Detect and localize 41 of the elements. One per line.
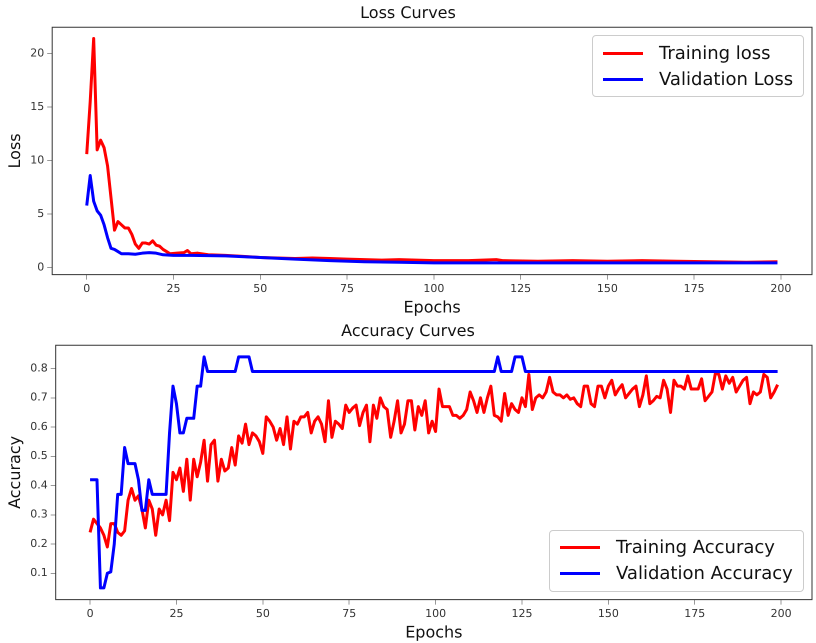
x-tick-label: 75 [342,607,356,620]
y-tick-label: 20 [30,46,44,60]
x-tick-label: 0 [86,607,94,620]
x-tick-label: 75 [340,282,354,296]
y-tick-label: 0.2 [30,536,48,550]
x-tick-label: 200 [770,282,792,296]
x-tick-label: 25 [169,607,184,620]
x-tick-label: 200 [770,607,792,620]
x-tick-label: 25 [166,282,181,296]
x-axis-title: Epochs [403,298,461,317]
x-tick-label: 100 [425,607,446,620]
x-axis-title: Epochs [405,622,463,642]
x-tick-label: 125 [511,607,532,620]
y-tick-label: 5 [37,206,44,220]
y-axis-title: Accuracy [4,436,24,509]
x-tick-label: 150 [596,282,618,296]
x-tick-label: 50 [253,282,268,296]
y-tick-label: 0.4 [30,478,48,492]
x-tick-label: 100 [423,282,444,296]
legend-label: Validation Loss [659,68,794,90]
y-tick-label: 0.6 [30,420,48,433]
x-tick-label: 150 [598,607,619,620]
legend-label: Training loss [659,42,771,64]
y-tick-label: 0.7 [30,390,48,404]
x-tick-label: 0 [83,282,90,296]
y-tick-label: 0.3 [30,508,48,521]
x-tick-label: 175 [684,282,705,296]
x-tick-label: 125 [510,282,532,296]
x-tick-label: 50 [256,607,270,620]
y-tick-label: 0.1 [30,566,48,580]
y-tick-label: 10 [30,153,44,166]
x-tick-label: 175 [684,607,706,620]
y-tick-label: 15 [30,100,44,113]
y-axis-title: Loss [4,133,24,168]
y-tick-label: 0.8 [30,361,48,374]
chart-title: Accuracy Curves [341,320,475,340]
y-tick-label: 0.5 [30,449,48,462]
chart-title: Loss Curves [360,2,456,22]
legend-label: Validation Accuracy [616,563,793,584]
y-tick-label: 0 [37,260,44,274]
legend-label: Training Accuracy [616,537,775,558]
